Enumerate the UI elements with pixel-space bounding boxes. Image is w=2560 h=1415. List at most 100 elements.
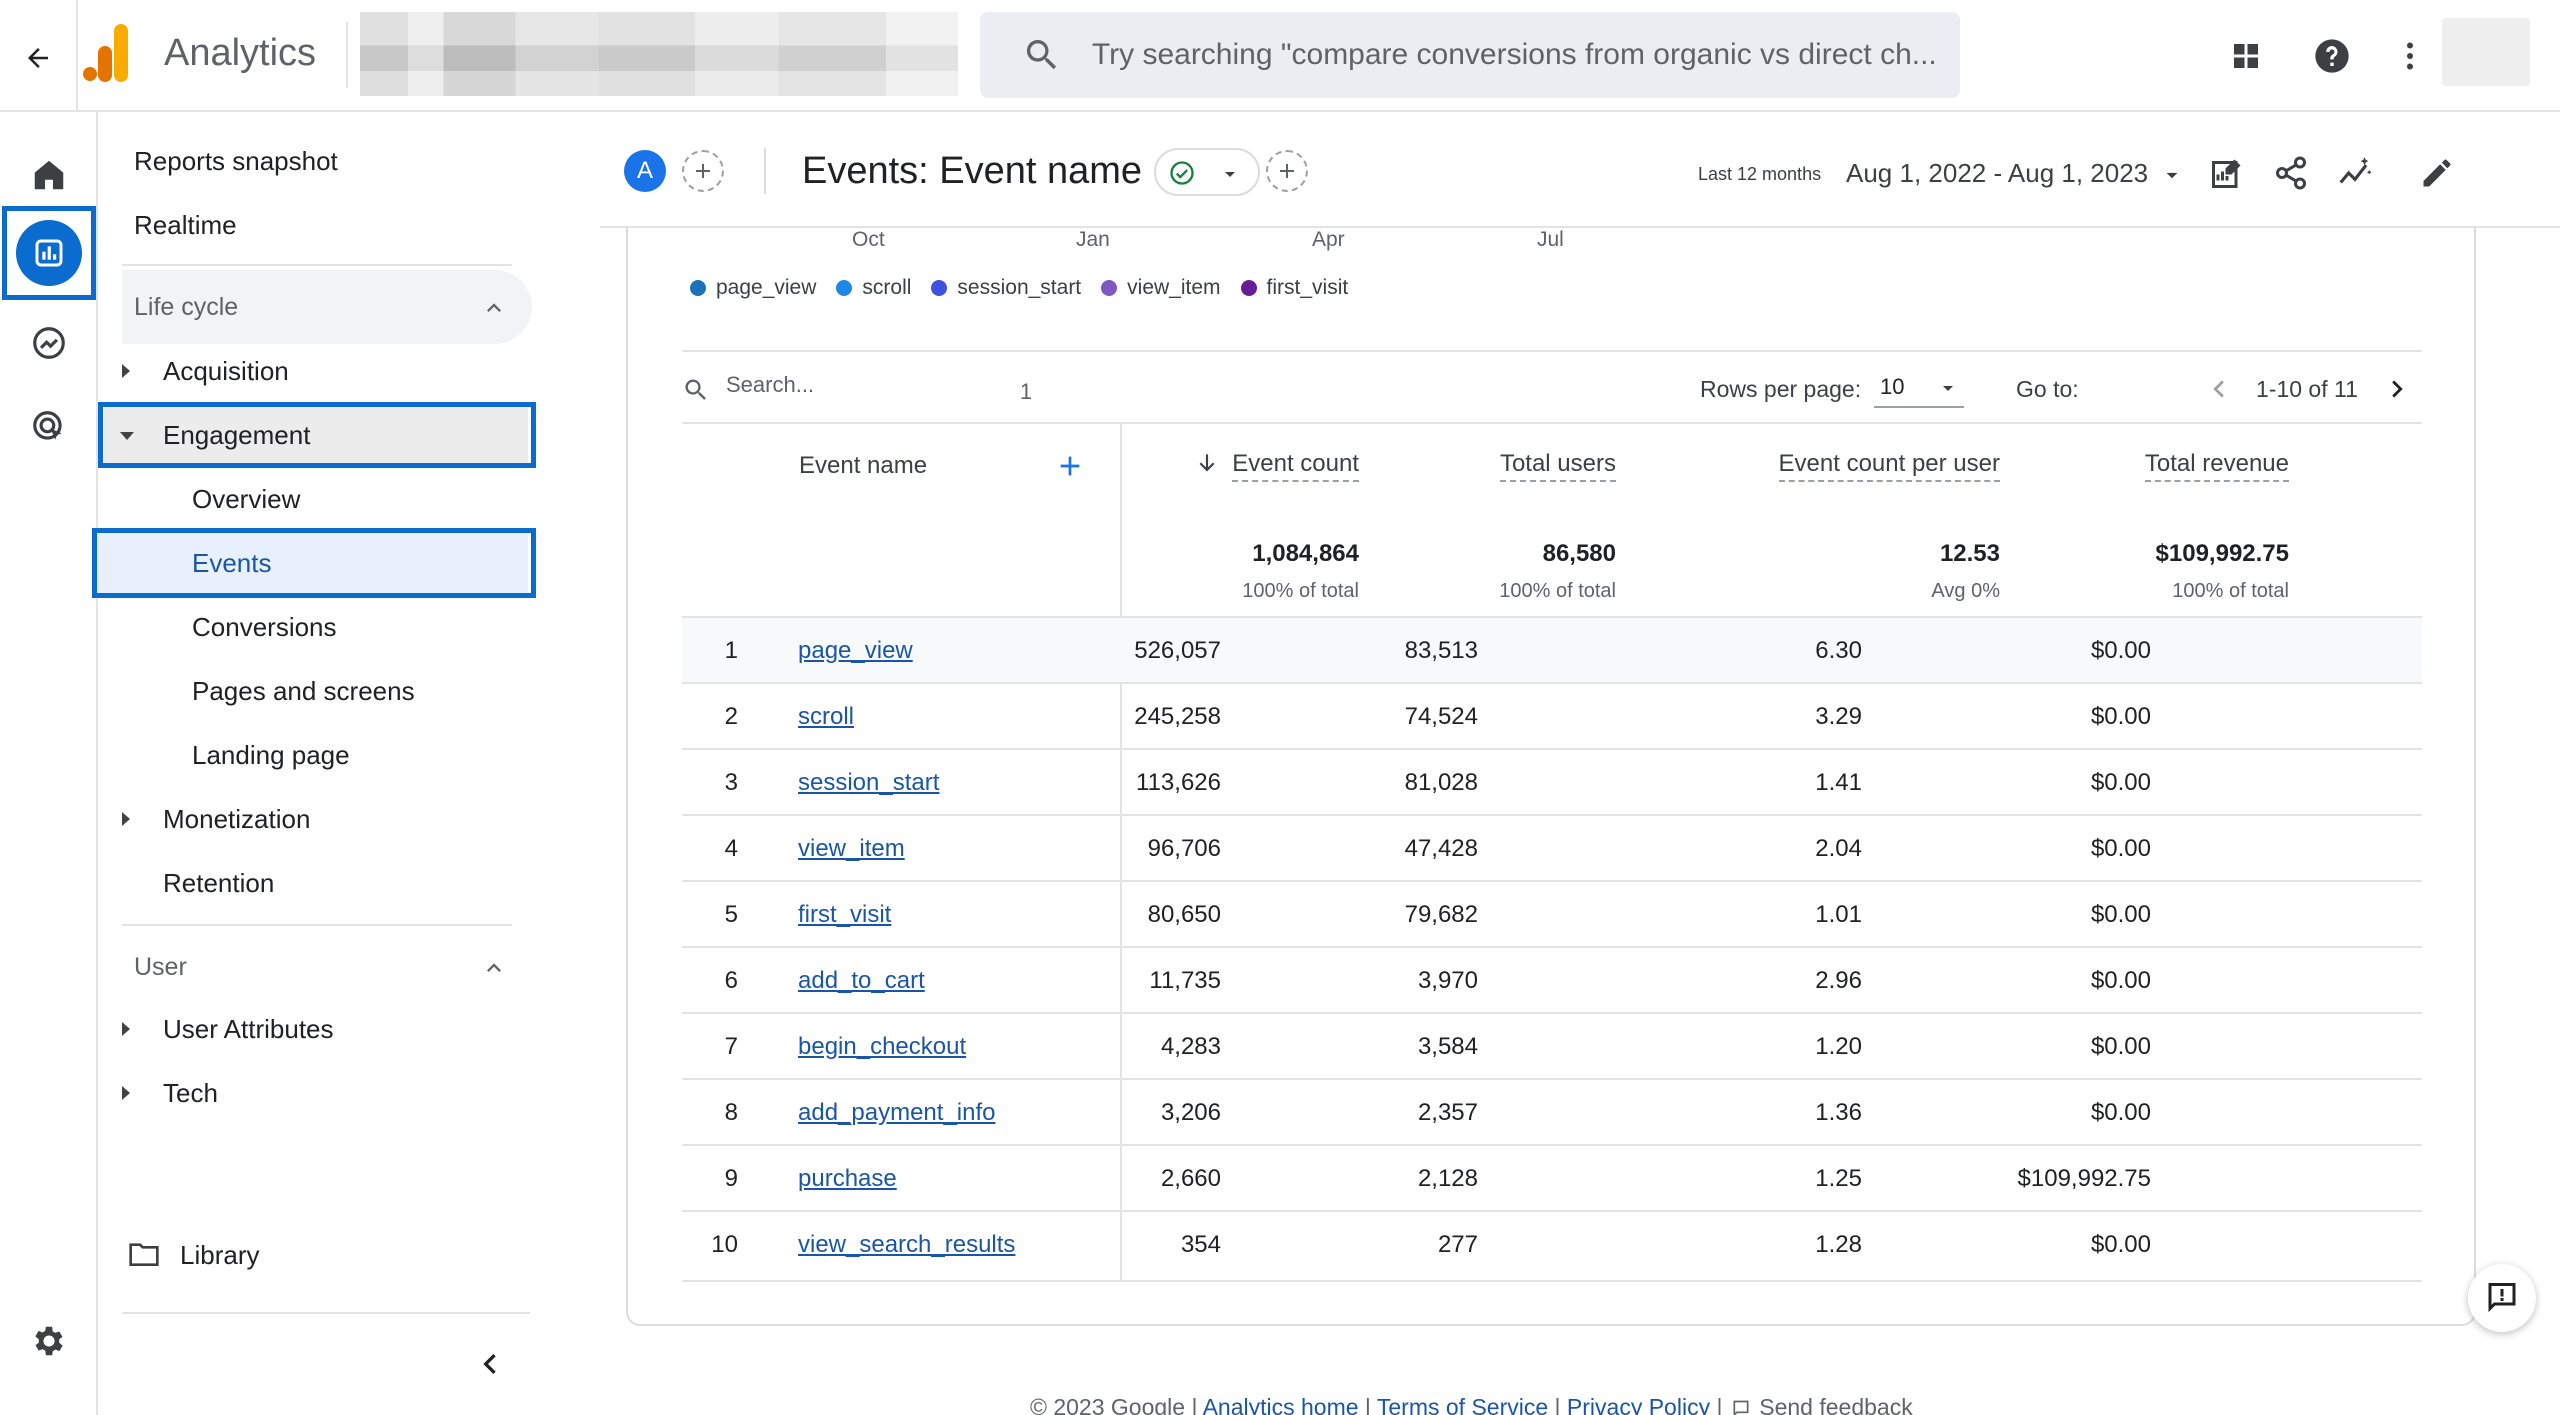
date-range-value: Aug 1, 2022 - Aug 1, 2023 — [1846, 158, 2149, 188]
per-user-cell: 1.36 — [1815, 1099, 1862, 1126]
nav-engagement[interactable]: Engagement — [163, 420, 311, 450]
nav-section-lifecycle[interactable]: Life cycle — [122, 270, 532, 344]
chart-x-tick: Apr — [1312, 228, 1345, 251]
share-icon[interactable] — [2268, 150, 2314, 196]
rows-per-page-select[interactable]: 10 — [1874, 368, 1964, 408]
event-name-link[interactable]: begin_checkout — [798, 1033, 967, 1060]
avatar[interactable] — [2442, 18, 2530, 86]
nav-landing-page[interactable]: Landing page — [192, 740, 350, 770]
event-count-cell: 113,626 — [1136, 769, 1221, 796]
privacy-link[interactable]: Privacy Policy — [1566, 1394, 1711, 1415]
settings-icon[interactable] — [18, 1310, 80, 1372]
event-name-link[interactable]: view_search_results — [798, 1231, 1016, 1258]
insights-icon[interactable] — [2332, 150, 2378, 196]
explore-icon[interactable] — [18, 312, 80, 374]
chevron-left-icon[interactable] — [2202, 372, 2236, 406]
table-row[interactable]: 4 view_item 96,706 47,428 2.04 $0.00 — [682, 814, 2422, 880]
nav-events[interactable]: Events — [192, 548, 272, 578]
event-name-link[interactable]: view_item — [798, 835, 905, 862]
event-name-link[interactable]: first_visit — [798, 901, 892, 928]
event-name-link[interactable]: add_to_cart — [798, 967, 925, 994]
customize-report-icon[interactable] — [2204, 150, 2250, 196]
sort-descending-icon[interactable] — [1194, 450, 1220, 476]
home-icon[interactable] — [18, 144, 80, 206]
engagement-highlight — [98, 402, 536, 468]
table-row[interactable]: 10 view_search_results 354 277 1.28 $0.0… — [682, 1210, 2422, 1276]
nav-realtime[interactable]: Realtime — [134, 210, 237, 240]
divider — [122, 924, 512, 926]
account-selector[interactable] — [360, 12, 958, 96]
back-arrow-icon[interactable] — [10, 30, 66, 86]
table-row[interactable]: 5 first_visit 80,650 79,682 1.01 $0.00 — [682, 880, 2422, 946]
help-icon[interactable] — [2306, 30, 2358, 82]
analytics-home-link[interactable]: Analytics home — [1202, 1394, 1359, 1415]
legend-item[interactable]: session_start — [931, 276, 1081, 300]
nav-monetization[interactable]: Monetization — [163, 804, 311, 834]
nav-acquisition[interactable]: Acquisition — [163, 356, 289, 386]
revenue-cell: $0.00 — [2090, 967, 2151, 994]
nav-conversions[interactable]: Conversions — [192, 612, 337, 642]
column-header-event-count[interactable]: Event count — [1232, 450, 1359, 482]
nav-pages-and-screens[interactable]: Pages and screens — [192, 676, 415, 706]
expand-arrow-icon[interactable] — [122, 812, 130, 826]
revenue-cell: $0.00 — [2090, 1099, 2151, 1126]
event-name-link[interactable]: page_view — [798, 637, 913, 664]
row-index: 8 — [724, 1099, 738, 1126]
chevron-right-icon[interactable] — [2380, 372, 2414, 406]
nav-section-user[interactable]: User — [122, 930, 532, 1004]
segment-a-badge[interactable]: A — [624, 150, 666, 192]
goto-page-input[interactable] — [726, 372, 1326, 412]
chart-x-tick: Oct — [852, 228, 885, 251]
event-name-link[interactable]: add_payment_info — [798, 1099, 996, 1126]
app-title: Analytics — [164, 32, 317, 74]
terms-link[interactable]: Terms of Service — [1376, 1394, 1549, 1415]
edit-pencil-icon[interactable] — [2414, 150, 2460, 196]
nav-library[interactable]: Library — [180, 1240, 260, 1270]
feedback-button[interactable] — [2468, 1264, 2536, 1332]
date-range-selector[interactable]: Aug 1, 2022 - Aug 1, 2023 — [1846, 158, 2185, 189]
add-comparison-button[interactable] — [682, 150, 724, 192]
add-report-button[interactable] — [1266, 150, 1308, 192]
column-header-total-revenue[interactable]: Total revenue — [2144, 450, 2289, 482]
table-row[interactable]: 1 page_view 526,057 83,513 6.30 $0.00 — [682, 616, 2422, 682]
event-name-link[interactable]: purchase — [798, 1165, 897, 1192]
legend-item[interactable]: page_view — [690, 276, 816, 300]
more-vert-icon[interactable] — [2384, 30, 2436, 82]
table-row[interactable]: 7 begin_checkout 4,283 3,584 1.20 $0.00 — [682, 1012, 2422, 1078]
nav-retention[interactable]: Retention — [163, 868, 275, 898]
event-name-link[interactable]: scroll — [798, 703, 855, 730]
nav-tech[interactable]: Tech — [163, 1078, 218, 1108]
table-row[interactable]: 9 purchase 2,660 2,128 1.25 $109,992.75 — [682, 1144, 2422, 1210]
report-status-dropdown[interactable] — [1154, 148, 1260, 196]
collapse-arrow-icon[interactable] — [120, 432, 134, 440]
copyright: © 2023 Google | — [1030, 1394, 1198, 1415]
table-row[interactable]: 8 add_payment_info 3,206 2,357 1.36 $0.0… — [682, 1078, 2422, 1144]
advertising-icon[interactable] — [18, 396, 80, 458]
apps-grid-icon[interactable] — [2220, 30, 2272, 82]
reports-icon[interactable] — [16, 220, 82, 286]
table-row[interactable]: 6 add_to_cart 11,735 3,970 2.96 $0.00 — [682, 946, 2422, 1012]
table-row[interactable]: 2 scroll 245,258 74,524 3.29 $0.00 — [682, 682, 2422, 748]
nav-user-attributes[interactable]: User Attributes — [163, 1014, 334, 1044]
chevron-left-icon[interactable] — [470, 1344, 510, 1384]
legend-item[interactable]: scroll — [836, 276, 911, 300]
legend-item[interactable]: view_item — [1101, 276, 1221, 300]
expand-arrow-icon[interactable] — [122, 1022, 130, 1036]
add-dimension-icon[interactable] — [1054, 450, 1086, 482]
nav-reports-snapshot[interactable]: Reports snapshot — [134, 146, 338, 176]
column-header-total-users[interactable]: Total users — [1499, 450, 1616, 482]
expand-arrow-icon[interactable] — [122, 364, 130, 378]
legend-dot — [931, 280, 948, 296]
date-range-label: Last 12 months — [1698, 164, 1822, 184]
column-header-event-count-per-user[interactable]: Event count per user — [1778, 450, 2000, 482]
expand-arrow-icon[interactable] — [122, 1086, 130, 1100]
search-input[interactable] — [1091, 38, 1960, 72]
event-name-link[interactable]: session_start — [798, 769, 940, 796]
legend-item[interactable]: first_visit — [1240, 276, 1348, 300]
table-row[interactable]: 3 session_start 113,626 81,028 1.41 $0.0… — [682, 748, 2422, 814]
total-users-cell: 2,357 — [1417, 1099, 1478, 1126]
nav-overview[interactable]: Overview — [192, 484, 301, 514]
send-feedback-link[interactable]: Send feedback — [1729, 1394, 1913, 1415]
column-header-event-name[interactable]: Event name — [799, 452, 928, 479]
search-bar[interactable] — [980, 12, 1960, 98]
